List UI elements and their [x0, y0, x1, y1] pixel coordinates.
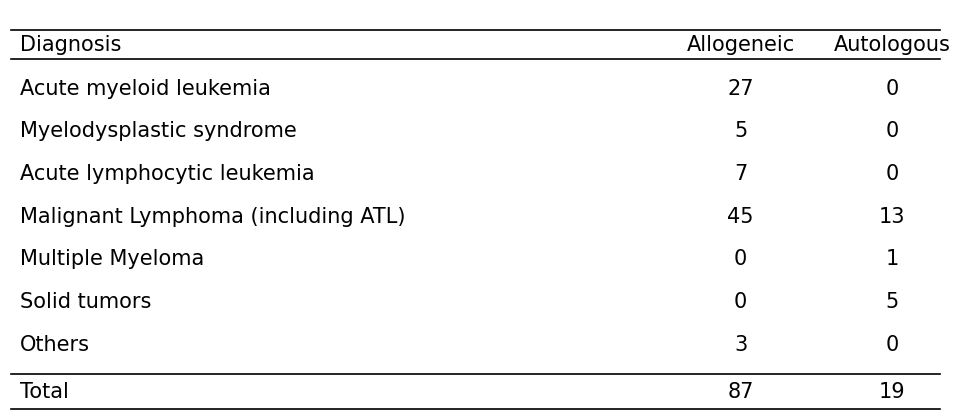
Text: Total: Total	[20, 382, 69, 402]
Text: Multiple Myeloma: Multiple Myeloma	[20, 249, 204, 269]
Text: Solid tumors: Solid tumors	[20, 292, 151, 312]
Text: 1: 1	[886, 249, 898, 269]
Text: 13: 13	[879, 207, 905, 227]
Text: Malignant Lymphoma (including ATL): Malignant Lymphoma (including ATL)	[20, 207, 406, 227]
Text: 0: 0	[886, 164, 898, 184]
Text: 45: 45	[727, 207, 754, 227]
Text: 0: 0	[886, 121, 898, 142]
Text: 19: 19	[879, 382, 905, 402]
Text: 7: 7	[734, 164, 747, 184]
Text: 3: 3	[734, 335, 747, 355]
Text: Acute lymphocytic leukemia: Acute lymphocytic leukemia	[20, 164, 315, 184]
Text: Autologous: Autologous	[834, 35, 951, 55]
Text: 5: 5	[886, 292, 898, 312]
Text: Myelodysplastic syndrome: Myelodysplastic syndrome	[20, 121, 297, 142]
Text: Others: Others	[20, 335, 91, 355]
Text: 0: 0	[886, 79, 898, 99]
Text: Diagnosis: Diagnosis	[20, 35, 121, 55]
Text: 0: 0	[886, 335, 898, 355]
Text: 27: 27	[727, 79, 754, 99]
Text: 0: 0	[734, 249, 747, 269]
Text: 87: 87	[727, 382, 754, 402]
Text: Acute myeloid leukemia: Acute myeloid leukemia	[20, 79, 271, 99]
Text: Allogeneic: Allogeneic	[686, 35, 794, 55]
Text: 5: 5	[734, 121, 747, 142]
Text: 0: 0	[734, 292, 747, 312]
